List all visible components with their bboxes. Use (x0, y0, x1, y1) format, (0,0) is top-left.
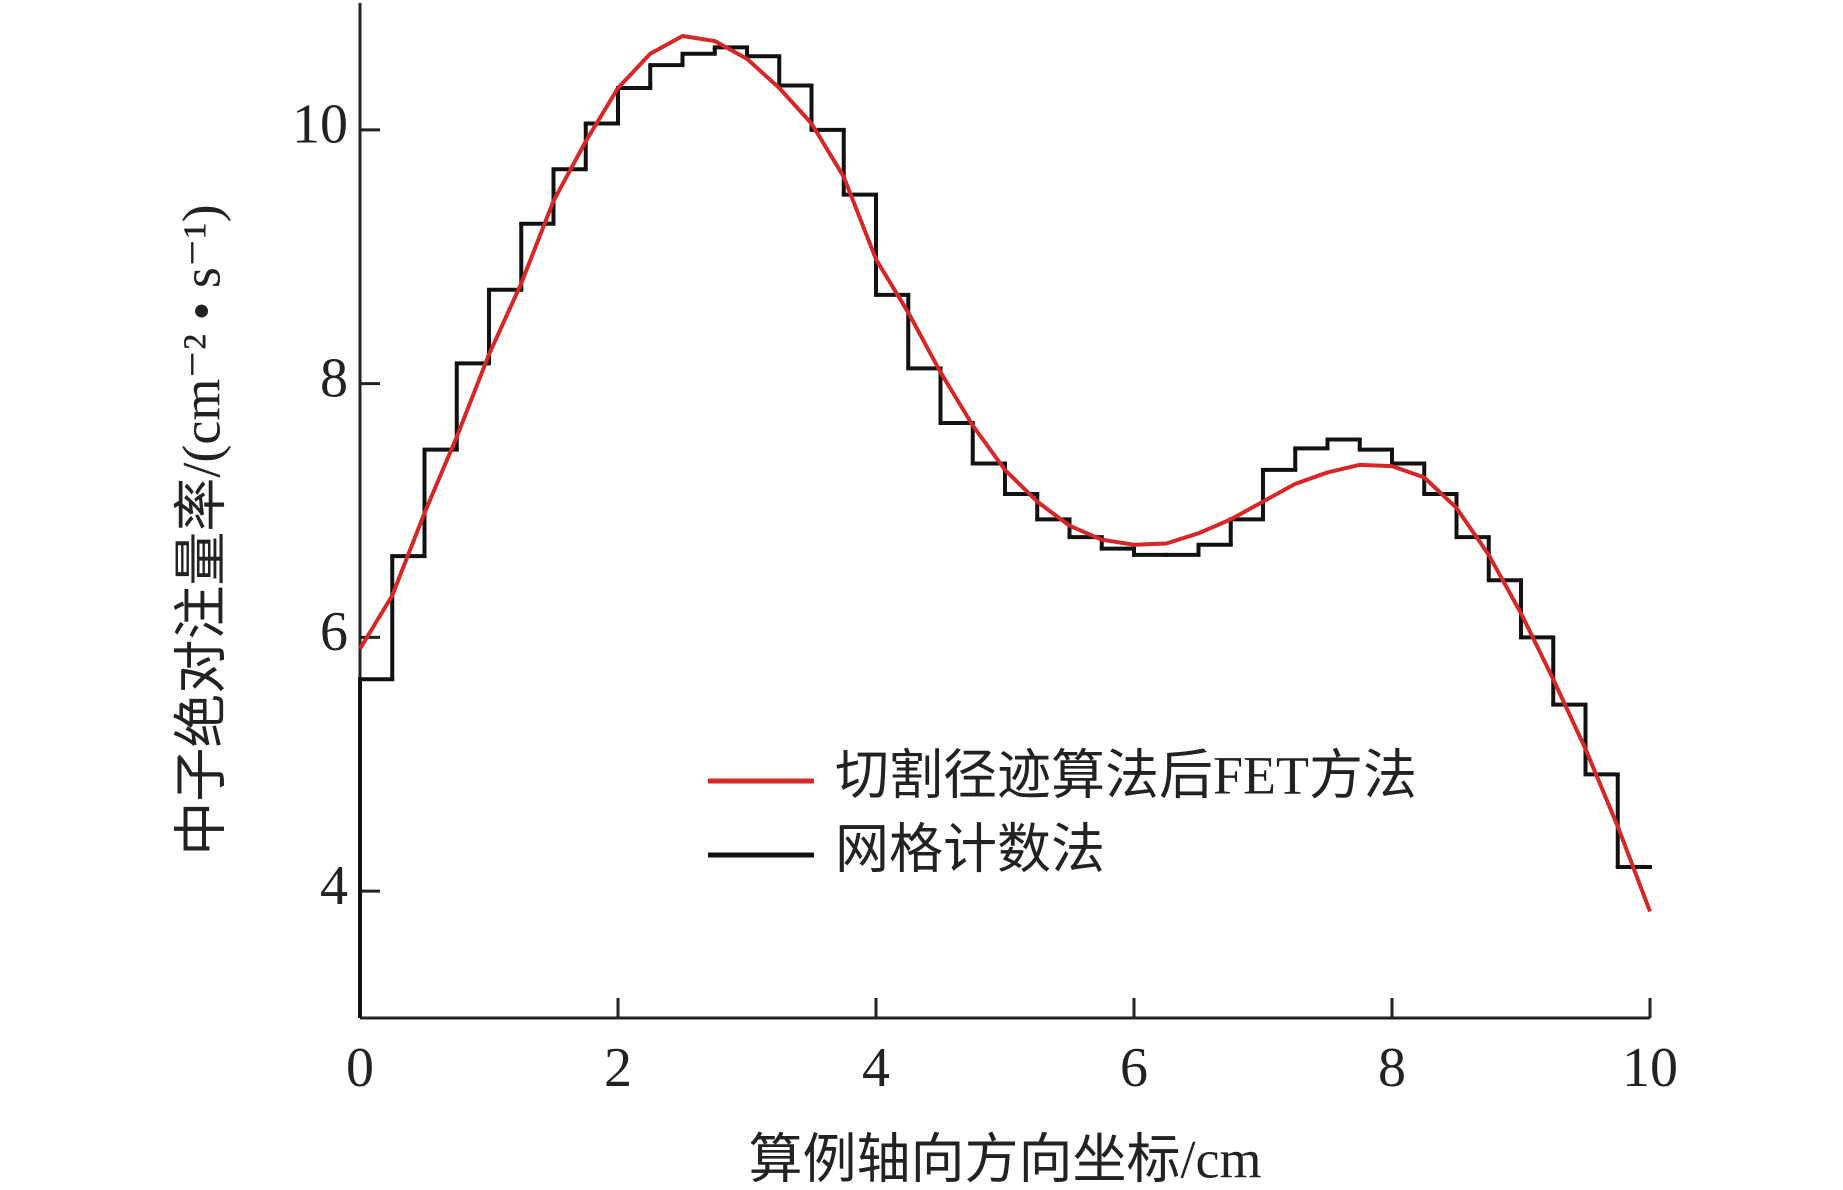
y-tick-label: 6 (320, 601, 348, 663)
x-tick-label: 2 (604, 1037, 632, 1099)
legend-label: 切割径迹算法后FET方法 (835, 745, 1417, 805)
y-tick-label: 8 (320, 347, 348, 409)
x-tick-label: 0 (346, 1037, 374, 1099)
y-tick-label: 4 (320, 855, 348, 917)
legend-label: 网格计数法 (835, 819, 1105, 879)
curve (358, 33, 1652, 913)
y-axis-label: 中子绝对注量率/(cm⁻² • s⁻¹) (171, 204, 231, 855)
x-axis-label: 算例轴向方向坐标/cm (749, 1129, 1262, 1189)
x-tick-label: 4 (862, 1037, 890, 1099)
x-tick-label: 6 (1120, 1037, 1148, 1099)
x-tick-label: 8 (1378, 1037, 1406, 1099)
x-tick-label: 10 (1622, 1037, 1678, 1099)
y-tick-label: 10 (292, 94, 348, 156)
